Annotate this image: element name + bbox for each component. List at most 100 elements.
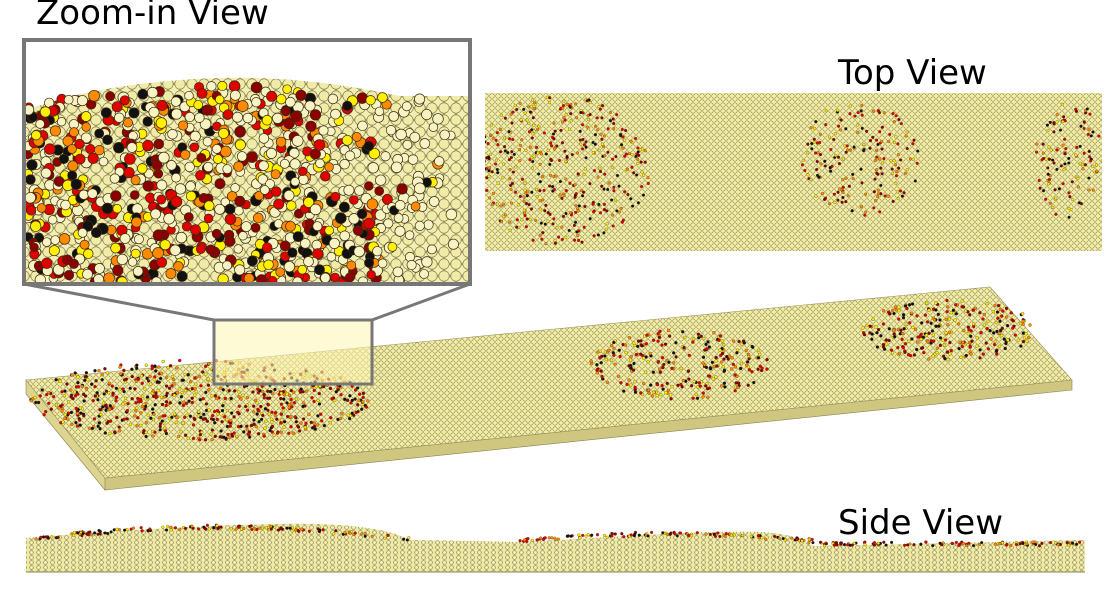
particle [583, 204, 587, 209]
particle [137, 163, 148, 174]
particle [656, 331, 660, 336]
particle [995, 310, 1000, 314]
particle [177, 434, 181, 439]
particle [239, 424, 243, 429]
particle [580, 240, 584, 244]
particle [542, 188, 546, 192]
particle [950, 541, 954, 545]
particle [514, 165, 518, 169]
particle [815, 167, 819, 172]
particle [806, 142, 810, 146]
particle [902, 327, 906, 331]
particle [800, 539, 804, 543]
particle [107, 407, 112, 411]
particle [344, 150, 356, 161]
particle [1076, 185, 1080, 189]
particle [176, 270, 188, 282]
particle [196, 244, 206, 254]
particle [67, 170, 78, 181]
particle [312, 424, 317, 429]
particle [635, 173, 639, 177]
particle [888, 312, 892, 316]
particle [568, 181, 572, 185]
particle [318, 125, 329, 136]
particle [856, 111, 860, 115]
particle [608, 110, 612, 115]
particle [146, 86, 159, 99]
particle [968, 313, 972, 317]
particle [355, 386, 360, 390]
particle [183, 212, 194, 222]
particle [143, 387, 147, 391]
particle [841, 190, 845, 194]
particle [890, 308, 895, 313]
particle [103, 272, 115, 282]
particle [548, 162, 552, 166]
particle [516, 203, 520, 207]
particle [552, 217, 556, 221]
particle [535, 187, 539, 192]
particle [549, 158, 554, 163]
particle [489, 133, 493, 137]
particle [250, 527, 254, 532]
particle [876, 188, 880, 192]
particle [157, 151, 170, 164]
particle [803, 168, 807, 173]
particle [205, 244, 216, 255]
particle [237, 412, 241, 416]
particle [305, 389, 309, 393]
particle [88, 530, 92, 534]
particle [947, 317, 952, 321]
particle [196, 527, 201, 531]
particle [167, 417, 172, 421]
particle [177, 387, 182, 391]
particle [646, 176, 650, 180]
particle [352, 225, 364, 236]
particle [555, 226, 559, 230]
particle [365, 95, 376, 106]
particle [514, 190, 518, 194]
particle [439, 129, 450, 141]
particle [734, 381, 738, 385]
particle [892, 120, 896, 124]
particle [982, 312, 986, 317]
particle [374, 186, 385, 196]
particle [856, 123, 860, 127]
particle [270, 420, 274, 424]
particle [925, 301, 929, 305]
particle [291, 135, 304, 147]
particle [567, 127, 572, 131]
particle [1087, 127, 1091, 131]
particle [704, 342, 708, 347]
particle [58, 153, 69, 164]
particle [348, 213, 360, 225]
particle [607, 348, 611, 353]
particle [602, 231, 606, 235]
particle [1100, 159, 1102, 163]
particle [609, 344, 614, 348]
particle [1018, 321, 1023, 326]
particle [1005, 315, 1009, 319]
particle [602, 187, 606, 191]
particle [194, 382, 198, 386]
particle [144, 434, 148, 439]
particle [656, 359, 661, 364]
particle [936, 312, 940, 317]
particle [377, 92, 388, 103]
particle [848, 112, 852, 116]
particle [586, 533, 590, 537]
particle [617, 348, 621, 352]
particle [922, 350, 926, 355]
particle [1034, 542, 1038, 547]
particle [508, 137, 512, 141]
particle [665, 358, 669, 363]
particle [611, 213, 615, 217]
particle [242, 526, 246, 531]
particle [1041, 151, 1045, 155]
particle [285, 526, 289, 530]
particle [76, 385, 81, 389]
particle [543, 222, 547, 226]
particle [874, 325, 878, 329]
particle [714, 375, 718, 379]
particle [865, 323, 869, 328]
